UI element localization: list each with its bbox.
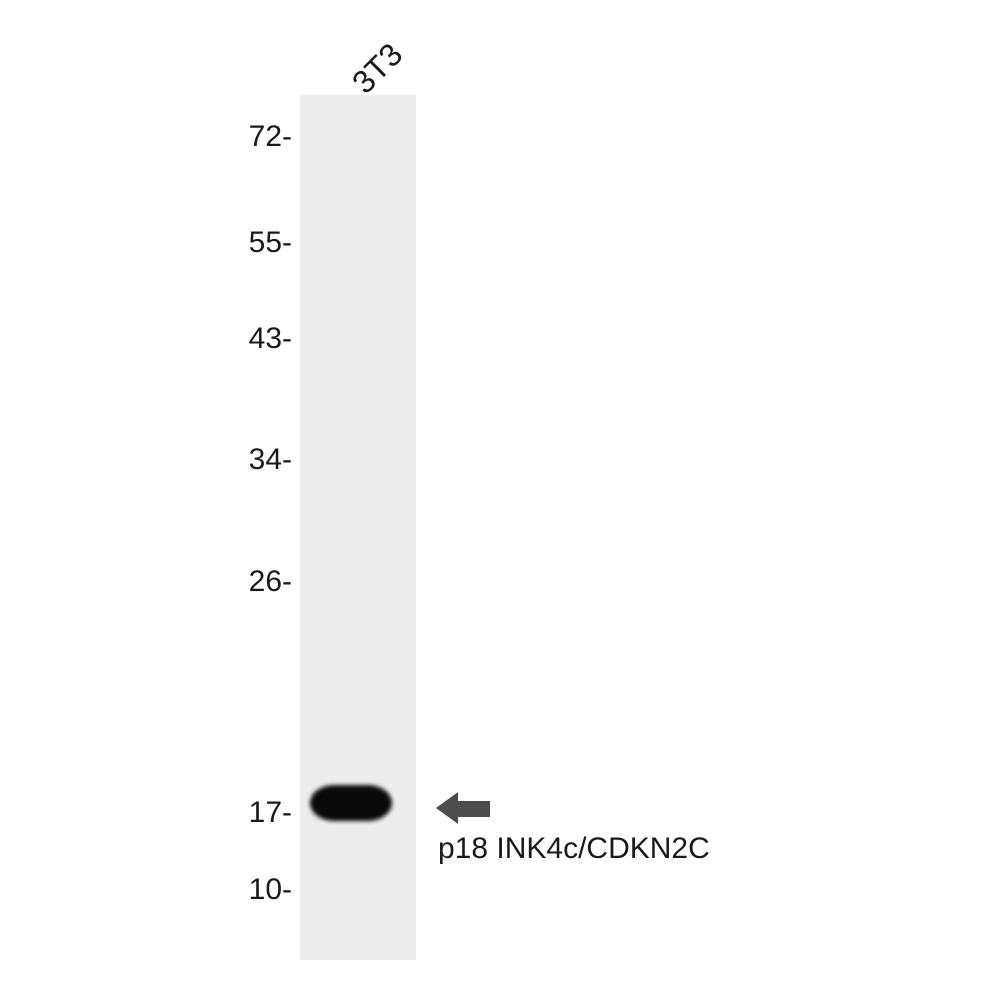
mw-marker: 43- <box>249 322 292 356</box>
lane-header-label: 3T3 <box>345 36 410 101</box>
mw-marker: 10- <box>249 873 292 907</box>
mw-marker: 26- <box>249 565 292 599</box>
protein-band <box>310 785 392 821</box>
arrow-stem <box>458 801 490 817</box>
blot-lane <box>300 95 416 960</box>
band-annotation: p18 INK4c/CDKN2C <box>438 832 710 866</box>
arrow-icon <box>436 792 512 836</box>
mw-marker: 17- <box>249 796 292 830</box>
mw-marker: 34- <box>249 443 292 477</box>
annotation-text: p18 INK4c/CDKN2C <box>438 832 710 865</box>
western-blot-figure: { "figure": { "background_color": "#ffff… <box>0 0 1000 1000</box>
mw-marker: 55- <box>249 226 292 260</box>
lane-header-text: 3T3 <box>345 36 409 100</box>
arrow-head-icon <box>436 792 458 824</box>
mw-marker: 72- <box>249 120 292 154</box>
